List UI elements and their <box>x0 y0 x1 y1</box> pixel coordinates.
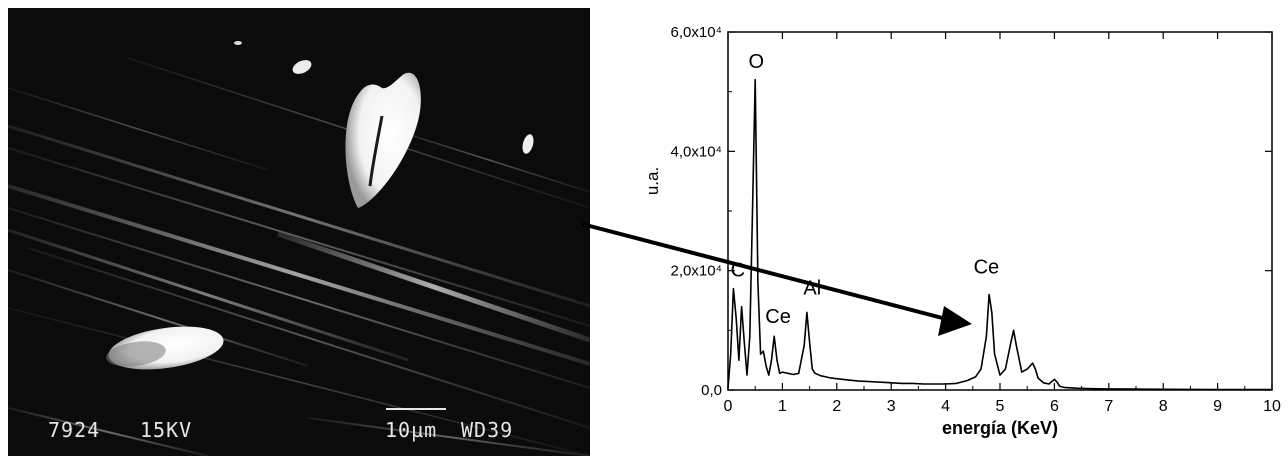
x-axis-title: energía (KeV) <box>942 418 1058 438</box>
x-tick-label: 7 <box>1104 398 1113 415</box>
sem-micrograph: 7924 15KV 10µm WD39 <box>8 8 590 456</box>
peak-label: Ce <box>974 257 1000 279</box>
working-distance: WD39 <box>461 418 514 442</box>
peak-label: O <box>749 51 765 73</box>
x-tick-label: 2 <box>832 398 841 415</box>
y-tick-label: 0,0 <box>701 382 722 399</box>
scale-bar-label: 10µm <box>385 418 438 442</box>
y-axis-title: u.a. <box>643 167 662 195</box>
sem-particles <box>106 41 534 370</box>
y-tick-label: 2,0x10⁴ <box>671 263 722 280</box>
sem-streaks <box>8 57 590 456</box>
y-tick-label: 4,0x10⁴ <box>671 143 722 160</box>
x-tick-label: 8 <box>1159 398 1168 415</box>
sem-image <box>8 8 590 456</box>
x-tick-label: 5 <box>996 398 1005 415</box>
micrograph-number: 7924 <box>48 418 101 442</box>
x-tick-label: 6 <box>1050 398 1059 415</box>
y-tick-label: 6,0x10⁴ <box>671 24 722 41</box>
spectrum-line <box>727 78 1272 391</box>
x-tick-label: 9 <box>1213 398 1222 415</box>
peak-label: Ce <box>765 306 791 328</box>
peak-label: C <box>731 260 745 282</box>
accelerating-voltage: 15KV <box>140 418 193 442</box>
x-tick-label: 4 <box>941 398 950 415</box>
x-tick-label: 0 <box>724 398 733 415</box>
x-tick-label: 1 <box>778 398 787 415</box>
eds-spectrum-chart: 0 1 2 3 4 5 6 7 8 9 10 0,0 2,0x10⁴ 4,0x10⁴ 6,0x10⁴ ener… <box>643 24 1281 438</box>
x-tick-label: 3 <box>887 398 896 415</box>
peak-label: Al <box>803 278 821 300</box>
x-tick-label: 10 <box>1263 398 1281 415</box>
